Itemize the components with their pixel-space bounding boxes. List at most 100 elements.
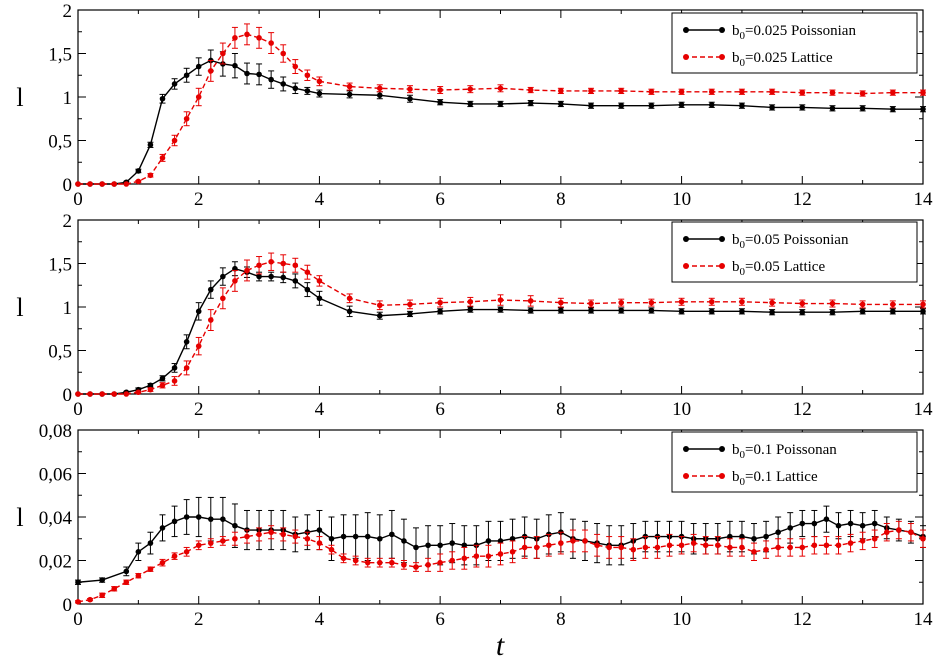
- data-point: [232, 62, 238, 69]
- chart-panel-3: 0 2 4 6 8 10 12 14 0 0,02 0,04 0,06 0,08 l b0=0.1 Pois…: [16, 421, 933, 630]
- data-point: [570, 538, 576, 544]
- data-point: [606, 544, 612, 551]
- data-point: [376, 302, 383, 309]
- data-point: [123, 579, 130, 586]
- data-point: [75, 579, 81, 586]
- data-point: [497, 101, 504, 107]
- data-point: [588, 88, 594, 94]
- data-point: [727, 544, 733, 551]
- data-point: [763, 546, 769, 553]
- legend: b0=0.025 Poissonian b0=0.025 Lattice: [671, 12, 918, 74]
- data-point: [799, 300, 806, 307]
- data-point: [714, 542, 721, 549]
- y-tick-label: 0,08: [39, 421, 72, 442]
- data-point: [739, 102, 745, 109]
- data-point: [195, 308, 202, 315]
- data-point: [582, 538, 588, 544]
- data-point: [256, 262, 262, 269]
- data-point: [256, 273, 262, 280]
- legend: b0=0.05 Poissonian b0=0.05 Lattice: [671, 221, 918, 283]
- data-point: [890, 301, 896, 308]
- data-point: [171, 365, 178, 371]
- data-point: [630, 546, 637, 553]
- series-1: [75, 261, 926, 397]
- data-point: [871, 535, 878, 542]
- data-point: [123, 181, 130, 187]
- data-point: [232, 522, 238, 529]
- data-point: [304, 269, 311, 276]
- data-point: [847, 520, 854, 527]
- data-point: [437, 87, 443, 93]
- series-2: [75, 252, 926, 397]
- data-point: [183, 72, 190, 79]
- data-point: [461, 542, 468, 549]
- data-point: [292, 278, 299, 284]
- data-point: [364, 533, 371, 540]
- x-tick-label: 4: [315, 189, 325, 210]
- data-point: [376, 85, 383, 92]
- data-point: [207, 540, 214, 546]
- data-point: [292, 85, 299, 92]
- data-point: [304, 72, 311, 79]
- data-point: [352, 533, 359, 540]
- data-point: [220, 295, 226, 302]
- data-point: [485, 538, 492, 544]
- data-point: [171, 137, 178, 144]
- data-point: [678, 308, 685, 315]
- legend-marker: [719, 263, 725, 269]
- data-point: [340, 555, 347, 562]
- legend-label: b0=0.1 Lattice: [732, 469, 818, 488]
- legend-marker: [719, 27, 725, 33]
- x-tick-label: 4: [315, 609, 325, 630]
- data-point: [407, 311, 413, 317]
- data-point: [859, 90, 866, 97]
- legend: b0=0.1 Poissonan b0=0.1 Lattice: [671, 431, 918, 493]
- data-point: [147, 382, 154, 389]
- x-tick-label: 4: [315, 399, 325, 420]
- data-point: [232, 35, 238, 41]
- data-point: [346, 308, 353, 315]
- data-point: [346, 83, 353, 90]
- data-point: [920, 301, 926, 308]
- data-point: [648, 102, 655, 109]
- data-point: [521, 544, 528, 551]
- data-point: [99, 577, 105, 583]
- data-point: [87, 596, 93, 603]
- data-point: [702, 542, 709, 549]
- data-point: [256, 531, 262, 538]
- data-point: [183, 339, 190, 345]
- data-point: [708, 102, 715, 108]
- data-point: [896, 527, 902, 533]
- data-point: [268, 258, 274, 265]
- data-point: [159, 95, 166, 102]
- data-point: [739, 308, 745, 315]
- data-point: [183, 514, 190, 520]
- data-point: [775, 544, 781, 551]
- data-point: [256, 71, 262, 78]
- data-point: [799, 544, 806, 551]
- data-point: [407, 86, 413, 92]
- data-point: [111, 391, 118, 397]
- data-point: [708, 298, 715, 305]
- legend-marker: [683, 27, 689, 33]
- y-axis-label: l: [16, 83, 23, 112]
- data-point: [835, 522, 842, 529]
- data-point: [220, 516, 226, 522]
- data-point: [799, 520, 806, 527]
- data-point: [304, 286, 311, 293]
- data-point: [908, 529, 914, 536]
- data-point: [859, 105, 866, 112]
- y-tick-label: 0,06: [39, 465, 72, 486]
- data-point: [75, 181, 81, 187]
- data-point: [739, 88, 745, 95]
- data-point: [678, 542, 685, 549]
- data-point: [642, 544, 649, 551]
- data-point: [449, 557, 456, 564]
- x-tick-label: 6: [435, 399, 445, 420]
- data-point: [708, 88, 715, 95]
- legend-label: b0=0.05 Lattice: [732, 259, 825, 278]
- data-point: [654, 544, 661, 551]
- data-point: [618, 88, 625, 94]
- data-point: [346, 91, 353, 98]
